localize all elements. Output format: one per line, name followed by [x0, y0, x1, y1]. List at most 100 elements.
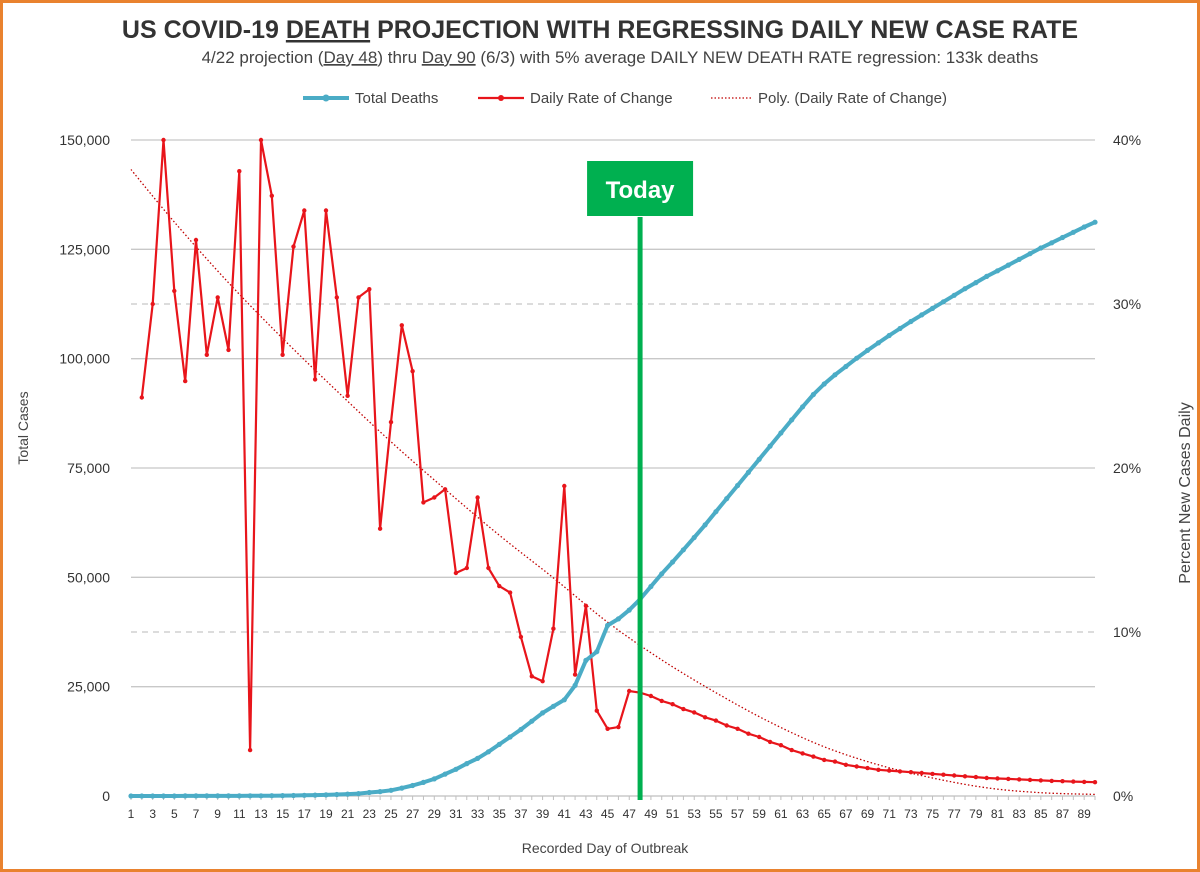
- data-point: [453, 766, 459, 772]
- x-tick-label: 89: [1077, 807, 1091, 821]
- y-axis-label-right: Percent New Cases Daily: [1177, 402, 1194, 583]
- data-point: [1016, 256, 1022, 262]
- data-point: [540, 679, 545, 684]
- data-point: [724, 723, 729, 728]
- data-point: [561, 697, 567, 703]
- data-point: [290, 792, 297, 799]
- data-point: [832, 372, 838, 378]
- data-point: [800, 751, 805, 756]
- data-point: [951, 292, 957, 298]
- data-point: [994, 268, 1001, 274]
- data-point: [128, 793, 134, 799]
- data-point: [518, 726, 524, 733]
- data-point: [453, 570, 459, 576]
- legend-item: Total Deaths: [303, 90, 438, 107]
- data-point: [757, 734, 762, 740]
- data-point: [518, 634, 524, 640]
- data-point: [941, 772, 946, 777]
- x-tick-label: 61: [774, 807, 788, 821]
- data-point: [648, 693, 654, 699]
- x-tick-label: 5: [171, 807, 178, 821]
- data-point: [616, 724, 621, 730]
- series-daily-rate-of-change: [139, 137, 1098, 785]
- data-point: [605, 726, 610, 731]
- data-point: [908, 318, 914, 325]
- data-point: [670, 559, 676, 565]
- data-point: [215, 793, 221, 799]
- data-point: [615, 616, 622, 622]
- data-point: [139, 395, 144, 400]
- data-point: [464, 565, 469, 571]
- data-point: [421, 500, 426, 505]
- data-point: [1006, 776, 1011, 782]
- data-point: [854, 764, 859, 769]
- x-tick-label: 33: [471, 807, 485, 821]
- data-point: [767, 739, 773, 745]
- right-axis-ticks: 0% 10% 20% 30% 40%: [1113, 132, 1141, 804]
- subtitle-part-3: ) thru: [377, 48, 421, 67]
- data-point: [236, 793, 242, 799]
- data-point: [605, 622, 611, 629]
- x-tick-label: 29: [428, 807, 442, 821]
- data-point: [713, 509, 719, 515]
- data-point: [887, 768, 892, 773]
- title-part-2: PROJECTION WITH REGRESSING DAILY NEW CAS…: [370, 16, 1078, 44]
- data-point: [1092, 219, 1098, 225]
- data-point: [269, 193, 274, 198]
- data-point: [377, 789, 383, 795]
- data-point: [843, 762, 849, 767]
- data-point: [366, 789, 372, 796]
- data-point: [583, 657, 589, 664]
- legend-label: Poly. (Daily Rate of Change): [758, 90, 947, 107]
- x-tick-label: 15: [276, 807, 290, 821]
- data-point: [875, 340, 882, 346]
- data-point: [226, 347, 231, 353]
- data-point: [139, 793, 145, 799]
- data-point: [442, 487, 448, 492]
- series-total-deaths: [128, 219, 1098, 799]
- data-point: [1049, 240, 1055, 246]
- data-point: [280, 793, 286, 799]
- title-part-1: US COVID-19: [122, 16, 286, 44]
- x-tick-label: 45: [601, 807, 615, 821]
- data-point: [713, 718, 719, 723]
- data-point: [345, 393, 350, 398]
- data-point: [507, 734, 513, 740]
- data-point: [486, 565, 491, 571]
- x-tick-label: 35: [493, 807, 507, 821]
- data-point: [843, 363, 849, 370]
- today-annotation: Today: [587, 161, 694, 800]
- data-point: [594, 708, 599, 713]
- data-point: [225, 793, 232, 799]
- data-point: [735, 482, 741, 489]
- data-point: [464, 761, 470, 767]
- x-tick-label: 27: [406, 807, 420, 821]
- subtitle-part-1: 4/22 projection (: [202, 48, 324, 67]
- data-point: [550, 703, 557, 709]
- x-tick-label: 73: [904, 807, 918, 821]
- x-tick-label: 9: [214, 807, 221, 821]
- data-point: [1038, 778, 1044, 783]
- today-box: [587, 161, 694, 216]
- data-point: [551, 626, 556, 631]
- data-point: [876, 767, 881, 772]
- x-tick-label: 53: [688, 807, 702, 821]
- data-point: [778, 430, 784, 436]
- left-axis-ticks: 0 25,000 50,000 75,000 100,000 125,000 150,000: [59, 132, 110, 804]
- data-point: [1005, 262, 1011, 268]
- data-point: [973, 774, 979, 780]
- legend-item: Poly. (Daily Rate of Change): [711, 90, 947, 107]
- x-tick-label: 69: [861, 807, 875, 821]
- x-tick-label: 57: [731, 807, 745, 821]
- data-point: [562, 483, 567, 489]
- data-point: [420, 779, 426, 786]
- data-point: [919, 770, 924, 776]
- data-point: [929, 305, 936, 311]
- y-axis-label-left: Total Cases: [15, 391, 31, 464]
- data-point: [995, 776, 1000, 781]
- data-point: [182, 793, 188, 799]
- data-point: [432, 495, 437, 500]
- data-point: [334, 791, 340, 798]
- data-point: [485, 749, 491, 755]
- data-point: [984, 273, 990, 279]
